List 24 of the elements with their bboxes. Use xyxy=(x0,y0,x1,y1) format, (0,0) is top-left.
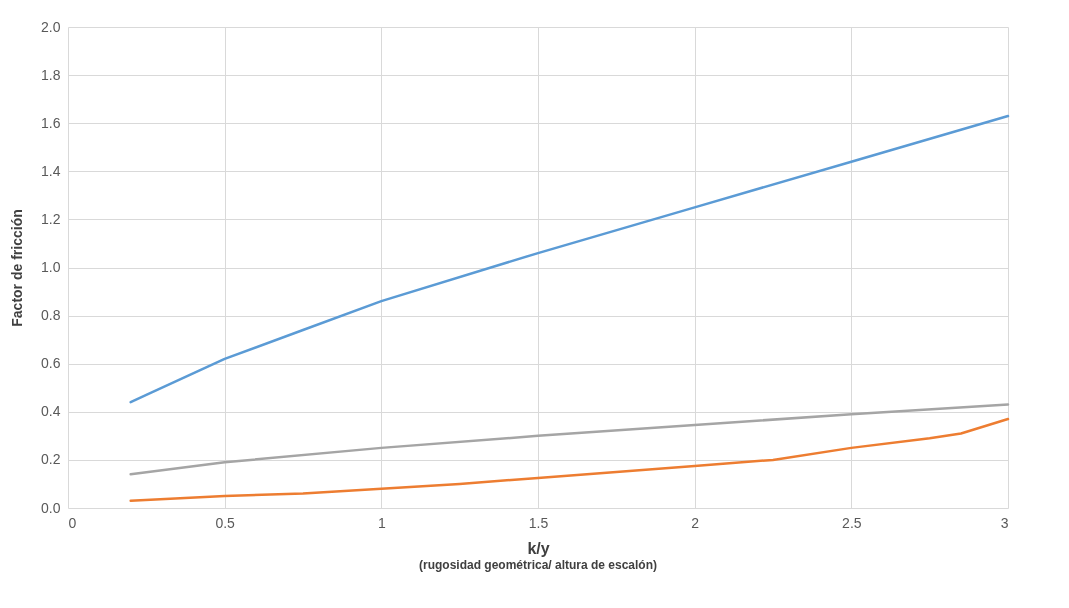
x-tick-label: 0 xyxy=(68,514,77,531)
line-series xyxy=(129,417,1010,503)
y-tick-label: 1.6 xyxy=(41,114,61,131)
x-tick-label: 2.5 xyxy=(842,514,862,531)
y-tick-label: 1.8 xyxy=(41,66,61,83)
y-tick-label: 1.0 xyxy=(41,259,61,275)
y-tick-label: 2.0 xyxy=(41,18,61,35)
y-tick-label: 0.0 xyxy=(41,499,61,516)
y-tick-label: 0.6 xyxy=(41,355,61,372)
x-axis-title: k/y xyxy=(527,539,550,557)
line-series xyxy=(129,114,1010,404)
line-series xyxy=(129,403,1010,476)
y-tick-label: 0.4 xyxy=(41,403,61,420)
x-tick-label: 3 xyxy=(1000,514,1009,531)
y-tick-label: 1.4 xyxy=(41,162,61,179)
x-tick-label: 2 xyxy=(691,514,700,531)
y-tick-label: 0.8 xyxy=(41,307,61,324)
x-tick-label: 1 xyxy=(377,514,386,531)
y-tick-label: 1.2 xyxy=(41,210,61,227)
text: (rugosidad geométrica/ altura de escalón) xyxy=(418,558,658,572)
y-tick-label: 0.2 xyxy=(41,451,61,468)
x-tick-label: 1.5 xyxy=(528,514,549,531)
y-axis-title: Factor de fricción xyxy=(9,209,26,327)
x-tick-label: 0.5 xyxy=(215,514,236,531)
